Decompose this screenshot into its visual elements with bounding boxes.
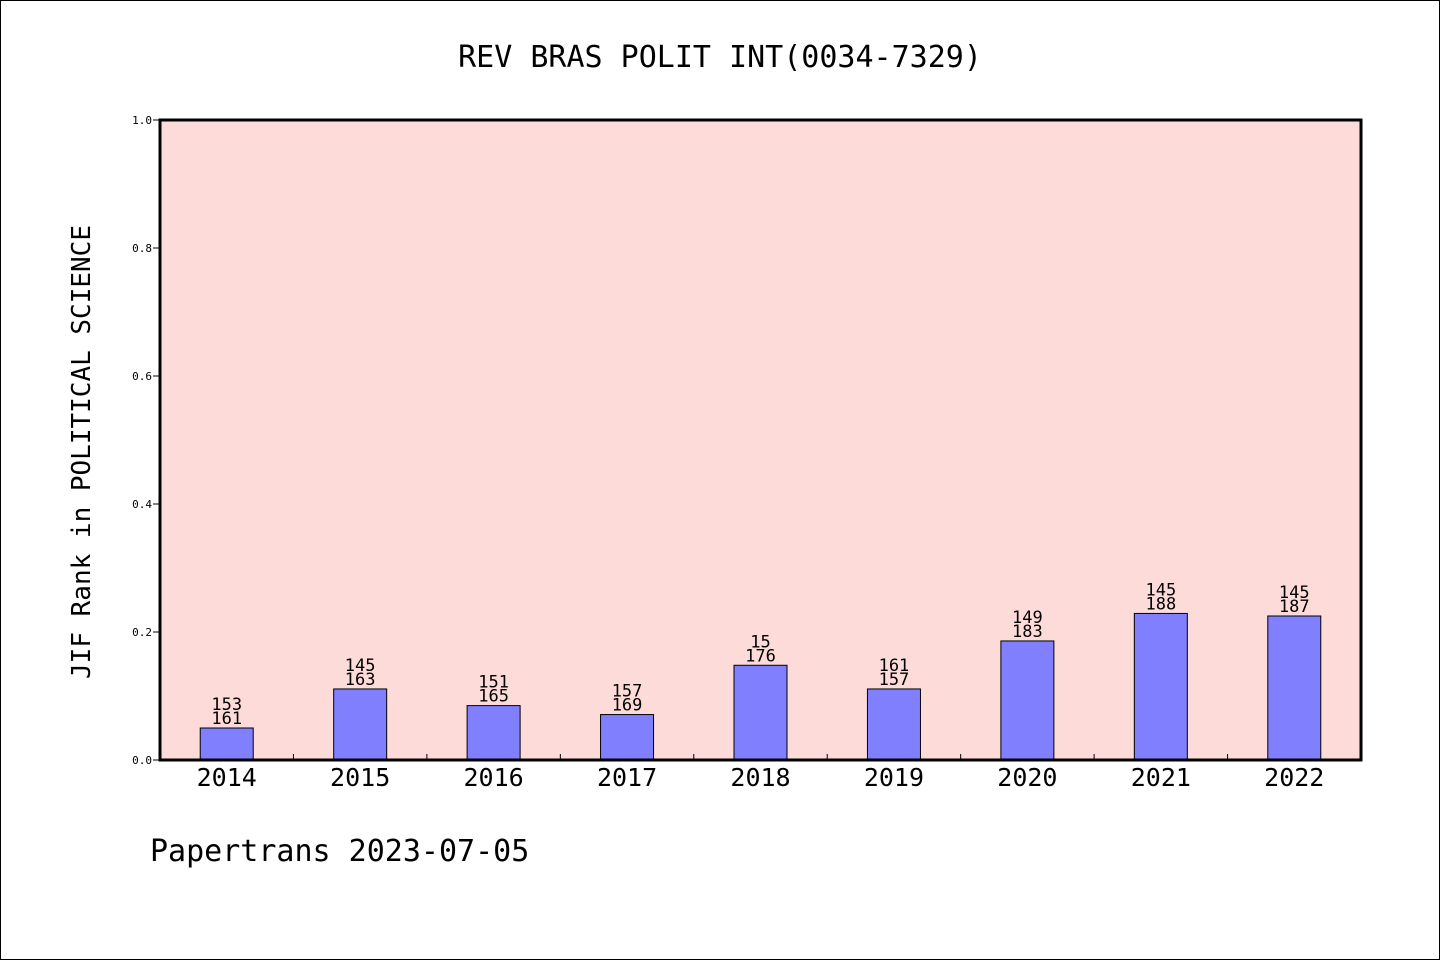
x-tick-label: 2015 bbox=[330, 763, 390, 792]
bar-label-rank: 145 bbox=[345, 656, 376, 676]
x-axis-ticks: 2014 2015 2016 2017 2018 2019 2020 2021 2022 bbox=[197, 754, 1324, 792]
y-tick-label: 0.0 bbox=[132, 754, 152, 767]
bar-label-total: 169 bbox=[612, 696, 643, 716]
bar-label-rank: 153 bbox=[211, 695, 242, 715]
bar-label-total: 176 bbox=[745, 646, 776, 666]
bar-2014 bbox=[199, 727, 254, 761]
y-tick-label: 0.2 bbox=[132, 626, 152, 639]
x-tick-label: 2021 bbox=[1131, 763, 1191, 792]
bar-2016 bbox=[466, 705, 521, 761]
y-tick-label: 0.4 bbox=[132, 498, 152, 511]
bar-label-rank: 15 bbox=[750, 632, 770, 652]
bar-label-total: 163 bbox=[345, 670, 376, 690]
bar-label-total: 165 bbox=[478, 687, 509, 707]
x-tick-label: 2017 bbox=[597, 763, 657, 792]
bar-label-total: 157 bbox=[879, 670, 910, 690]
bar-2015 bbox=[333, 688, 388, 761]
x-tick-label: 2019 bbox=[864, 763, 924, 792]
bar-2022 bbox=[1267, 615, 1322, 761]
x-tick-label: 2022 bbox=[1264, 763, 1324, 792]
y-tick-label: 0.6 bbox=[132, 370, 152, 383]
bar-2017 bbox=[600, 714, 655, 761]
bar-label-total: 187 bbox=[1279, 597, 1310, 617]
y-tick-label: 0.8 bbox=[132, 242, 152, 255]
bar-label-rank: 145 bbox=[1279, 583, 1310, 603]
bar-2020 bbox=[1000, 640, 1055, 761]
bar-label-rank: 161 bbox=[879, 656, 910, 676]
x-tick-label: 2014 bbox=[197, 763, 257, 792]
bar-2021 bbox=[1133, 612, 1188, 761]
bar-label-rank: 149 bbox=[1012, 608, 1043, 628]
footer-credit: Papertrans 2023-07-05 bbox=[150, 834, 530, 869]
x-tick-label: 2020 bbox=[997, 763, 1057, 792]
bar-label-rank: 157 bbox=[612, 682, 643, 702]
x-tick-label: 2018 bbox=[730, 763, 790, 792]
bar-label-total: 188 bbox=[1145, 594, 1176, 614]
bar-label-total: 161 bbox=[211, 709, 242, 729]
bar-label-total: 183 bbox=[1012, 622, 1043, 642]
bar-2019 bbox=[866, 688, 921, 761]
y-tick-label: 1.0 bbox=[132, 114, 152, 127]
y-axis-ticks: 0.0 0.2 0.4 0.6 0.8 1.0 bbox=[132, 114, 160, 767]
plot-border bbox=[158, 118, 1363, 762]
bar-2018 bbox=[733, 664, 788, 761]
bar-label-rank: 151 bbox=[478, 673, 509, 693]
chart-title: REV BRAS POLIT INT(0034-7329) bbox=[458, 40, 982, 75]
y-axis-label: JIF Rank in POLITICAL SCIENCE bbox=[67, 225, 97, 679]
x-tick-label: 2016 bbox=[464, 763, 524, 792]
bar-label-rank: 145 bbox=[1145, 580, 1176, 600]
